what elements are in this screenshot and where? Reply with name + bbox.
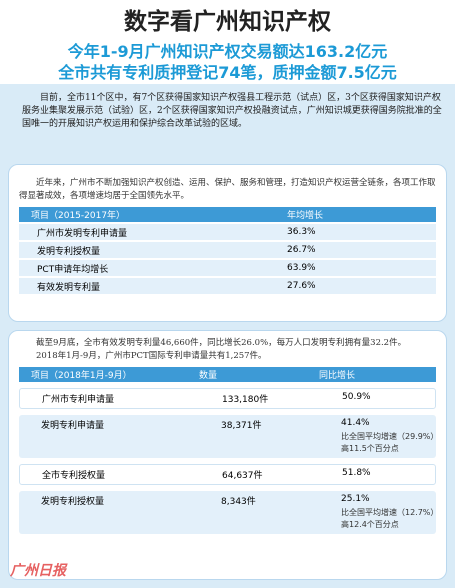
- note: 比全国平均增速（29.9%）高11.5个百分点: [41, 431, 436, 455]
- note: 比全国平均增速（12.7%）高12.4个百分点: [41, 507, 436, 531]
- cell: 25.1%: [341, 494, 431, 507]
- cell: 有效发明专利量: [37, 280, 287, 293]
- cell: 发明专利申请量: [41, 418, 221, 431]
- paragraph: 截至9月底，全市有效发明专利量46,660件，同比增长26.0%，每万人口发明专…: [19, 337, 436, 350]
- cell: 全市专利授权量: [42, 468, 222, 481]
- column: 项目（2018年1月-9月）: [31, 368, 199, 381]
- paragraph: 近年来，广州市不断加强知识产权创造、运用、保护、服务和管理，打造知识产权运营全链…: [19, 177, 436, 203]
- cell: 广州市专利申请量: [42, 392, 222, 405]
- table: 广州市发明专利申请量36.3%发明专利授权量26.7%PCT申请年均增长63.9…: [9, 224, 446, 294]
- cell: 41.4%: [341, 418, 431, 431]
- subtitle: 全市共有专利质押登记74笔，质押金额7.5亿元: [0, 59, 455, 83]
- table-row: 全市专利授权量64,637件51.8%: [19, 464, 436, 485]
- paragraph: 2018年1月-9月，广州市PCT国际专利申请量共有1,257件。: [19, 350, 436, 363]
- cell: 27.6%: [287, 281, 316, 291]
- cell: 38,371件: [221, 418, 341, 431]
- table-row: 发明专利授权量8,343件25.1%比全国平均增速（12.7%）高12.4个百分…: [19, 491, 436, 534]
- cell: 36.3%: [287, 227, 316, 237]
- table-row: 发明专利申请量38,371件41.4%比全国平均增速（29.9%）高11.5个百…: [19, 415, 436, 458]
- title: 数字看广州知识产权: [0, 2, 455, 36]
- column: 同比增长: [319, 368, 355, 381]
- cell: 50.9%: [342, 392, 432, 405]
- cell: 广州市发明专利申请量: [37, 226, 287, 239]
- cell: 51.8%: [342, 468, 432, 481]
- cell: 64,637件: [222, 468, 342, 481]
- column: 项目（2015-2017年）: [31, 208, 287, 221]
- column: 年均增长: [287, 208, 323, 221]
- section-1: 近年来，广州市不断加强知识产权创造、运用、保护、服务和管理，打造知识产权运营全链…: [8, 164, 447, 322]
- cell: 8,343件: [221, 494, 341, 507]
- intro: 目前，全市11个区中，有7个区获得国家知识产权强县工程示范（试点）区，3个区获得…: [22, 92, 442, 131]
- table-row: 发明专利授权量26.7%: [19, 242, 436, 258]
- section-2: 截至9月底，全市有效发明专利量46,660件，同比增长26.0%，每万人口发明专…: [8, 330, 447, 580]
- table-header: 项目（2015-2017年）年均增长: [19, 207, 436, 222]
- table-row: 广州市专利申请量133,180件50.9%: [19, 388, 436, 409]
- page: 数字看广州知识产权 今年1-9月广州知识产权交易额达163.2亿元 全市共有专利…: [0, 0, 455, 588]
- table-row: 广州市发明专利申请量36.3%: [19, 224, 436, 240]
- cell: 26.7%: [287, 245, 316, 255]
- column: 数量: [199, 368, 319, 381]
- cell: 发明专利授权量: [37, 244, 287, 257]
- cell: 63.9%: [287, 263, 316, 273]
- cell: 发明专利授权量: [41, 494, 221, 507]
- cell: 133,180件: [222, 392, 342, 405]
- cell: PCT申请年均增长: [37, 262, 287, 275]
- watermark: 广州日报: [10, 560, 66, 580]
- table: 广州市专利申请量133,180件50.9% 发明专利申请量38,371件41.4%…: [9, 388, 446, 534]
- table-row: PCT申请年均增长63.9%: [19, 260, 436, 276]
- table-row: 有效发明专利量27.6%: [19, 278, 436, 294]
- table-header: 项目（2018年1月-9月）数量同比增长: [19, 367, 436, 382]
